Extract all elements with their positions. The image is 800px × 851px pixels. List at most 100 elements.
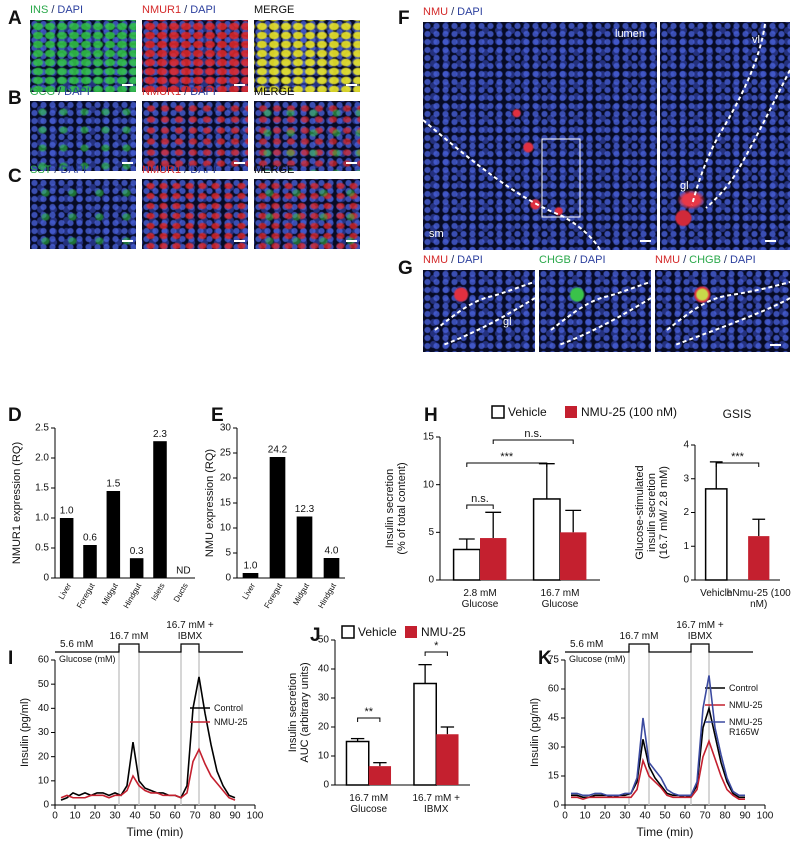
value-label: 1.5 [106, 479, 120, 490]
heading-part: NMUR1 [142, 164, 182, 176]
bar [452, 548, 481, 581]
protocol-label: 5.6 mM [570, 639, 604, 650]
bar [106, 491, 121, 578]
inset-box [541, 138, 581, 218]
image-heading: NMU / DAPI [423, 254, 486, 266]
micrograph [30, 20, 136, 92]
scale-bar [640, 240, 651, 242]
y-axis-label: NMUR1 expression (RQ) [11, 442, 23, 564]
y-axis-label: Insulin (pg/ml) [529, 698, 541, 767]
y-tick-label: 10 [318, 751, 330, 762]
bar [748, 536, 770, 580]
image-heading: MERGE [254, 164, 297, 176]
bar [480, 538, 507, 580]
heading-part: / [58, 86, 62, 98]
heading-part: DAPI [729, 254, 756, 266]
heading-part: / [51, 4, 55, 16]
x-tick-label: 30 [619, 811, 631, 822]
x-tick-label: Ducts [172, 582, 190, 604]
protocol-label: 5.6 mM [60, 639, 94, 650]
y-tick-label: 50 [318, 635, 330, 646]
image-heading: MERGE [254, 86, 297, 98]
heading-part: / [184, 164, 188, 176]
y-tick-label: 15 [548, 771, 560, 782]
legend-label: NMU-25 [214, 717, 248, 727]
heading-part: GCG [30, 86, 56, 98]
image-label: vl [752, 34, 760, 46]
value-label: 1.0 [60, 506, 74, 517]
protocol-axis-label: Glucose (mM) [569, 654, 626, 664]
scale-bar [122, 162, 133, 164]
y-tick-label: 10 [220, 523, 232, 534]
legend-label: NMU-25 [421, 625, 466, 639]
scale-bar [765, 240, 776, 242]
x-tick-label: Foregut [262, 581, 284, 610]
micrograph [142, 20, 248, 92]
y-tick-label: 15 [220, 498, 232, 509]
y-tick-label: 25 [220, 448, 232, 459]
image-heading: NMUR1/DAPI [142, 86, 219, 98]
x-tick-label: Foregut [75, 581, 97, 610]
legend-label: NMU-25 [729, 700, 763, 710]
gland-outline [666, 281, 791, 346]
x-tick-label: Vehicle [700, 588, 733, 599]
image-heading: GCG / DAPI [30, 86, 93, 98]
significance-label: ** [364, 706, 373, 718]
heading-part: CHGB [689, 254, 721, 266]
heading-part: / [723, 254, 727, 266]
value-label: 0.6 [83, 533, 97, 544]
x-tick-label: 50 [149, 811, 161, 822]
heading-part: / [451, 254, 455, 266]
legend-label: NMU-25 R165W [729, 717, 763, 737]
heading-part: / [573, 254, 577, 266]
x-tick-label: 20 [89, 811, 101, 822]
heading-part: MERGE [254, 86, 295, 98]
bar [296, 516, 313, 578]
x-tick-label: 50 [659, 811, 671, 822]
bar [368, 766, 392, 785]
panel-letter: F [398, 8, 410, 29]
significance-bracket [466, 462, 548, 467]
micrograph [423, 270, 535, 352]
value-label: 2.3 [153, 429, 167, 440]
significance-label: * [434, 640, 439, 652]
x-tick-label: 10 [579, 811, 591, 822]
y-tick-label: 50 [38, 679, 50, 690]
x-tick-label: Hindgut [122, 581, 144, 610]
scale-bar [234, 84, 245, 86]
heading-part: NMUR1 [142, 86, 182, 98]
heading-part: SST [30, 164, 52, 176]
image-label: lumen [615, 28, 645, 40]
micrograph [539, 270, 651, 352]
scale-bar [346, 84, 357, 86]
value-label: 4.0 [325, 546, 339, 557]
legend-label: Vehicle [508, 405, 547, 419]
scale-bar [122, 240, 133, 242]
x-axis-label: Time (min) [637, 825, 694, 839]
y-axis-label: AUC (arbitrary units) [299, 662, 311, 762]
image-label: gl [680, 180, 689, 192]
image-heading: NMU / CHGB / DAPI [655, 254, 759, 266]
y-tick-label: 15 [423, 432, 435, 443]
image-heading: NMU / DAPI [423, 6, 486, 18]
heading-part: MERGE [254, 164, 295, 176]
x-tick-label: 60 [679, 811, 691, 822]
significance-label: *** [500, 451, 514, 463]
gland-outline [550, 281, 652, 346]
micrograph [142, 179, 248, 249]
y-tick-label: 1.5 [35, 483, 49, 494]
heading-part: NMUR1 [142, 4, 182, 16]
heading-part: / [184, 86, 188, 98]
heading-part: NMU [655, 254, 681, 266]
x-tick-label: 80 [719, 811, 731, 822]
significance-bracket [466, 504, 494, 509]
x-tick-label: 16.7 mM + IBMX [412, 793, 461, 815]
protocol-trace [55, 643, 243, 653]
heading-part: DAPI [60, 164, 87, 176]
chart-title: GSIS [723, 407, 752, 421]
value-label: 0.3 [130, 546, 144, 557]
y-tick-label: 0 [43, 800, 49, 811]
y-axis-label: Insulin (pg/ml) [19, 698, 31, 767]
y-tick-label: 0 [43, 573, 49, 584]
y-tick-label: 20 [318, 722, 330, 733]
